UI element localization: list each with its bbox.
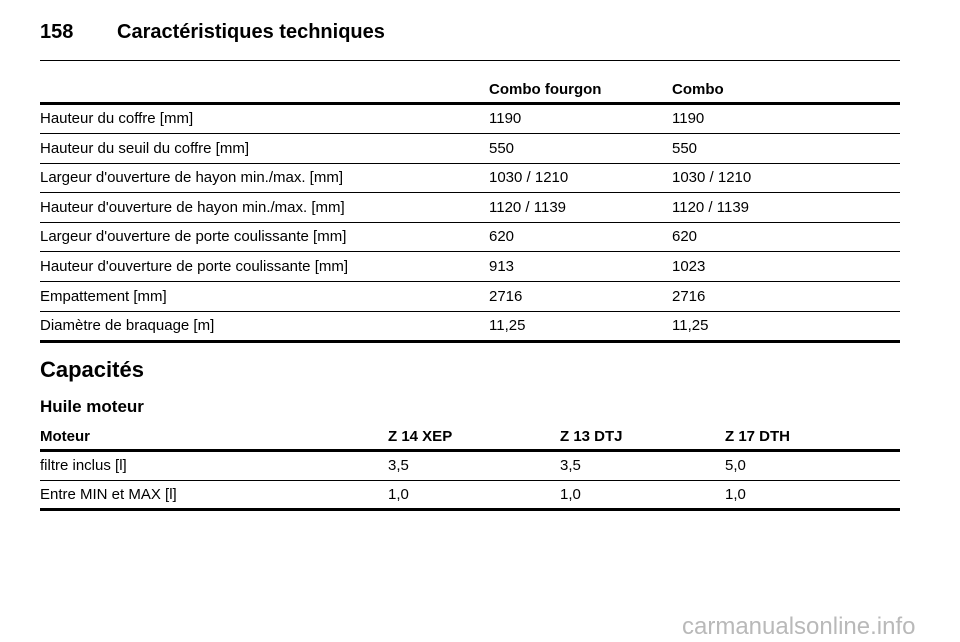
- column-header: Moteur: [40, 428, 90, 445]
- table-rule: [40, 192, 900, 194]
- section-subtitle: Huile moteur: [40, 397, 144, 416]
- column-header: Z 14 XEP: [388, 428, 453, 445]
- cell: 11,25: [489, 317, 526, 335]
- table-rule: [40, 221, 900, 223]
- row-label: Diamètre de braquage [m]: [40, 317, 215, 335]
- header-rule: [40, 60, 900, 61]
- page-title: Caractéristiques techniques: [117, 21, 385, 43]
- row-label: Hauteur du seuil du coffre [mm]: [40, 139, 249, 157]
- cell: 5,0: [725, 457, 746, 474]
- cell: 550: [672, 139, 698, 157]
- row-label: filtre inclus [l]: [40, 457, 127, 474]
- cell: 1023: [672, 258, 706, 275]
- table-rule: [40, 251, 900, 253]
- cell: 620: [672, 228, 698, 246]
- cell: 3,5: [560, 457, 581, 474]
- table-rule: [40, 281, 900, 282]
- section-title: Capacités: [40, 357, 144, 382]
- cell: 620: [489, 228, 515, 246]
- cell: 3,5: [388, 457, 409, 474]
- cell: 2716: [489, 287, 523, 305]
- column-header: Combo fourgon: [489, 81, 602, 98]
- column-header: Combo: [672, 81, 724, 98]
- watermark: carmanualsonline.info: [682, 613, 916, 640]
- cell: 1030 / 1210: [489, 169, 569, 187]
- cell: 1,0: [725, 486, 746, 503]
- cell: 1,0: [560, 486, 581, 503]
- page-number: 158: [40, 21, 74, 43]
- cell: 1120 / 1139: [489, 198, 567, 216]
- cell: 1,0: [388, 486, 409, 503]
- row-label: Largeur d'ouverture de hayon min./max. […: [40, 169, 344, 187]
- cell: 1120 / 1139: [672, 198, 750, 216]
- cell: 1190: [489, 110, 522, 127]
- table-rule: [40, 133, 900, 134]
- column-header: Z 13 DTJ: [560, 428, 623, 445]
- row-label: Hauteur d'ouverture de porte coulissante…: [40, 258, 349, 275]
- table-rule: [40, 449, 900, 452]
- cell: 1030 / 1210: [672, 169, 752, 187]
- cell: 11,25: [672, 317, 709, 335]
- table-rule: [40, 162, 900, 164]
- cell: 913: [489, 258, 515, 275]
- cell: 2716: [672, 287, 706, 305]
- row-label: Largeur d'ouverture de porte coulissante…: [40, 228, 347, 246]
- table-rule: [40, 340, 900, 343]
- row-label: Hauteur du coffre [mm]: [40, 110, 194, 127]
- row-label: Entre MIN et MAX [l]: [40, 486, 177, 503]
- table-rule: [40, 480, 900, 481]
- cell: 550: [489, 139, 515, 157]
- table-rule: [40, 310, 900, 312]
- table-rule: [40, 102, 900, 105]
- cell: 1190: [672, 110, 705, 127]
- table-rule: [40, 508, 900, 511]
- row-label: Empattement [mm]: [40, 287, 167, 305]
- row-label: Hauteur d'ouverture de hayon min./max. […: [40, 198, 345, 216]
- column-header: Z 17 DTH: [725, 428, 791, 445]
